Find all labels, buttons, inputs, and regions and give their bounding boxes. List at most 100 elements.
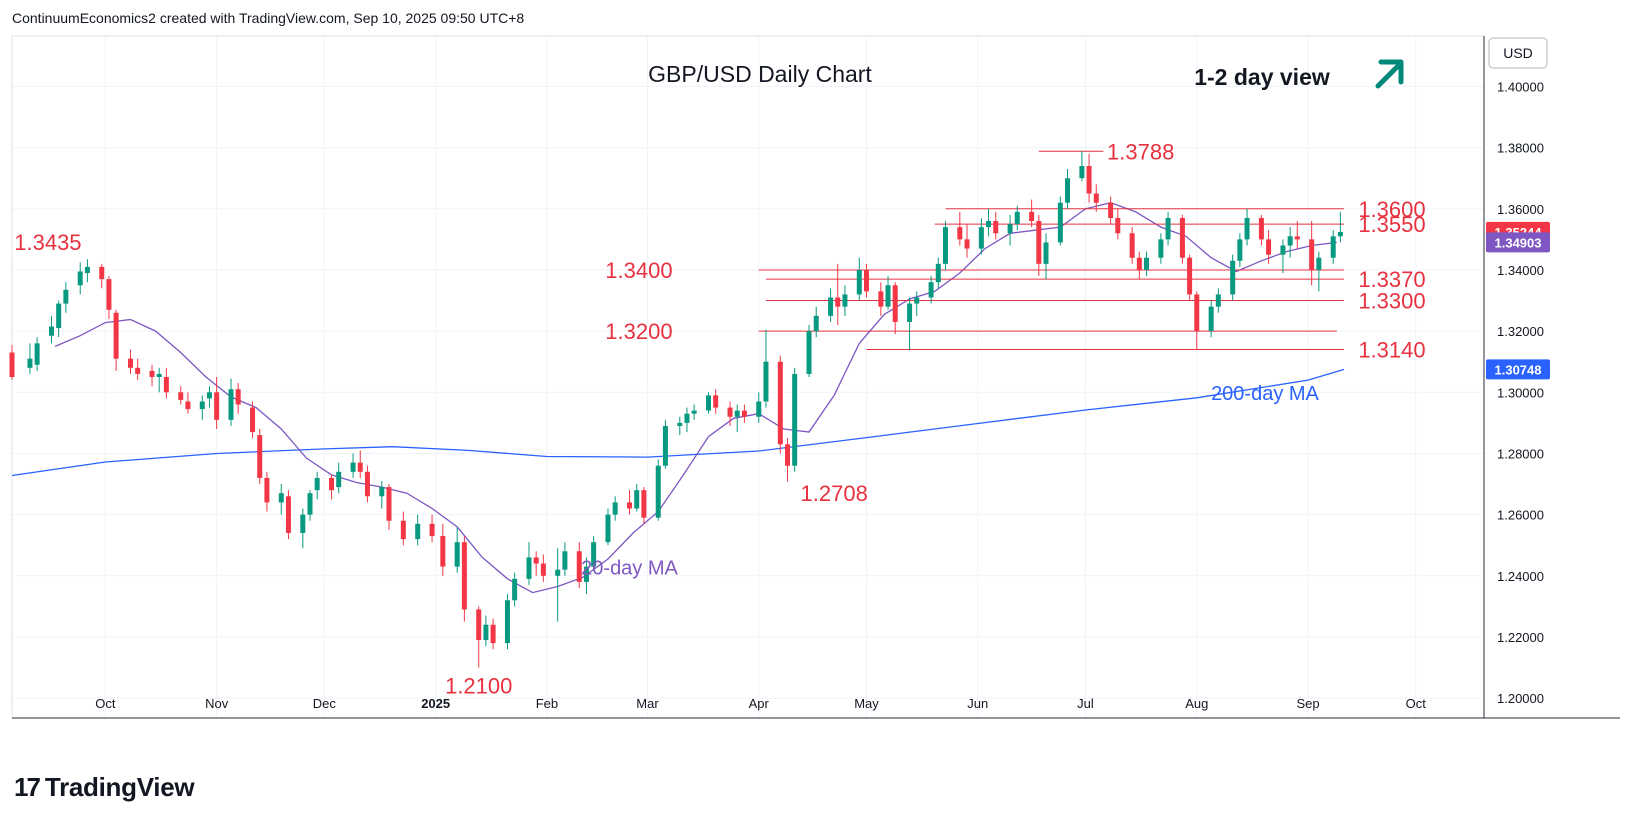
candle: [178, 386, 184, 405]
candle-body: [605, 514, 611, 543]
price-axis[interactable]: 1.40000 1.38000 1.36000 1.34000 1.32000 1.300…: [1497, 79, 1544, 706]
candle: [562, 542, 568, 576]
candle-body: [1266, 239, 1272, 255]
ma-20-line: [54, 202, 1337, 594]
level-label: 1.3400: [605, 258, 672, 283]
price-tick-label: 1.24000: [1497, 569, 1544, 584]
candle: [1158, 233, 1164, 264]
candle-body: [350, 462, 356, 472]
price-annotation: 1.2100: [445, 674, 512, 699]
candle: [684, 407, 690, 433]
candle: [1086, 153, 1092, 203]
candle: [264, 471, 270, 512]
brand[interactable]: 17 TradingView: [14, 772, 195, 803]
currency-label: USD: [1503, 45, 1533, 61]
candle: [727, 401, 733, 426]
candle: [885, 276, 891, 310]
time-tick-label: Nov: [205, 696, 229, 711]
candle: [806, 325, 812, 377]
candle: [300, 508, 306, 549]
candle-body: [907, 303, 913, 322]
candle-body: [84, 266, 90, 274]
price-tick-label: 1.22000: [1497, 630, 1544, 645]
candle-body: [336, 471, 342, 488]
candle: [1007, 214, 1013, 246]
candle-body: [135, 367, 141, 374]
candle: [99, 263, 105, 289]
candle-body: [454, 542, 460, 567]
candle-body: [490, 624, 496, 644]
candle-body: [892, 285, 898, 322]
candle-body: [684, 413, 690, 423]
candle-body: [691, 410, 697, 414]
candle: [655, 459, 661, 521]
candle: [483, 615, 489, 647]
candle: [504, 594, 510, 650]
candle: [605, 508, 611, 546]
candle-body: [386, 487, 392, 521]
candle: [1093, 184, 1099, 212]
price-tick-label: 1.28000: [1497, 446, 1544, 461]
candle-body: [627, 502, 633, 509]
candle-body: [878, 291, 884, 307]
ma-200-line-layer: [11, 368, 1345, 477]
candle-body: [1237, 239, 1243, 261]
price-tick-label: 1.20000: [1497, 691, 1544, 706]
candle-body: [250, 407, 256, 433]
candle: [1294, 221, 1300, 249]
currency-box[interactable]: [1488, 37, 1548, 69]
candle-body: [206, 392, 212, 399]
candle-body: [1014, 211, 1020, 225]
price-badge: 1.34903: [1486, 232, 1550, 253]
candle: [784, 438, 790, 482]
candle: [386, 484, 392, 530]
candle-body: [856, 269, 862, 295]
candle: [863, 263, 869, 298]
candle: [127, 349, 133, 374]
candle-body: [828, 297, 834, 316]
ma-200-line: [11, 368, 1345, 477]
candle: [591, 536, 597, 570]
candle: [9, 344, 15, 381]
candle-body: [1316, 257, 1322, 270]
candle-body: [713, 395, 719, 408]
tradingview-logo-icon: 17: [14, 772, 41, 802]
candle: [1244, 208, 1250, 246]
candle-body: [555, 569, 561, 576]
price-tick-label: 1.34000: [1497, 263, 1544, 278]
candle: [1108, 196, 1114, 225]
candle-body: [1244, 217, 1250, 240]
candle-body: [756, 401, 762, 417]
candle-body: [113, 312, 119, 359]
price-tick-label: 1.26000: [1497, 508, 1544, 523]
grid: [12, 36, 1484, 718]
price-badge-bg: [1486, 232, 1550, 253]
candle-body: [1280, 245, 1286, 255]
candle-body: [1007, 224, 1013, 234]
candle: [1179, 214, 1185, 264]
candle: [986, 208, 992, 237]
candle-body: [1144, 257, 1150, 270]
candle-body: [163, 377, 169, 393]
time-axis[interactable]: Oct Nov Dec 2025 Feb Mar Apr May Jun Jul Aug Sep Oct: [95, 696, 1426, 711]
candle: [56, 300, 62, 338]
candle: [1057, 196, 1063, 246]
candle: [77, 262, 83, 295]
candle-body: [777, 361, 783, 445]
candle-body: [379, 487, 385, 497]
candle: [106, 276, 112, 319]
candle: [156, 367, 162, 393]
candle-body: [1136, 257, 1142, 270]
plot-frame: [11, 35, 1485, 719]
candle: [1165, 211, 1171, 246]
candle: [163, 367, 169, 399]
candle-body: [964, 239, 970, 249]
candle: [257, 428, 263, 485]
time-tick-label: Aug: [1185, 696, 1208, 711]
candle: [34, 337, 40, 371]
candle-body: [842, 294, 848, 307]
candle: [1194, 291, 1200, 350]
